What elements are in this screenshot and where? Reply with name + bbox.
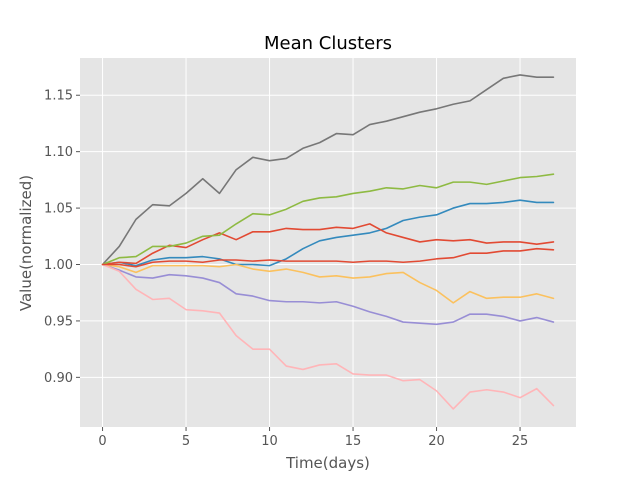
x-tick-label: 20: [428, 434, 445, 449]
series-line-2: [101, 223, 555, 266]
y-tick-label: 0.95: [44, 314, 73, 329]
series-line-6: [101, 173, 555, 266]
series-line-4: [101, 74, 555, 266]
series-line-8: [101, 247, 555, 268]
y-tick-label: 1.15: [44, 89, 73, 104]
chart-title: Mean Clusters: [264, 33, 392, 54]
y-axis-label: Value(normalized): [17, 175, 35, 311]
x-axis-label: Time(days): [285, 454, 370, 472]
series-line-1: [101, 199, 555, 267]
y-tick-label: 1.05: [44, 202, 73, 217]
x-tick-label: 15: [345, 434, 362, 449]
y-tick-label: 1.10: [44, 145, 73, 160]
y-axis: 0.90 0.95 1.00 1.05 1.10 1.15: [44, 89, 80, 386]
y-tick-label: 1.00: [44, 258, 73, 273]
x-tick-label: 0: [98, 434, 106, 449]
series-layer: [101, 74, 555, 410]
series-line-5: [101, 263, 555, 304]
x-tick-label: 25: [512, 434, 529, 449]
x-tick-label: 5: [182, 434, 190, 449]
series-line-7: [101, 263, 555, 410]
x-axis: 0 5 10 15 20 25: [98, 427, 528, 449]
x-tick-label: 10: [261, 434, 278, 449]
y-tick-label: 0.90: [44, 371, 73, 386]
series-line-3: [101, 263, 555, 326]
